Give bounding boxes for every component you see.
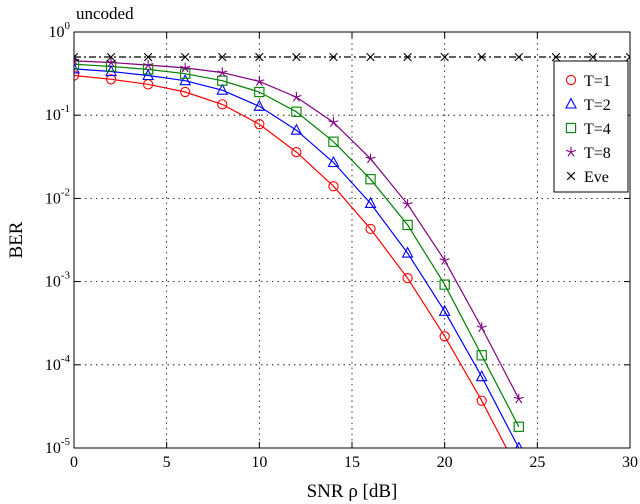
legend-marker-t-4	[565, 122, 577, 134]
data-point-eve	[403, 52, 412, 62]
data-point-t-2	[74, 62, 80, 74]
data-point-eve	[366, 52, 375, 62]
data-point-t-8	[254, 76, 265, 86]
series-line-t-1	[74, 74, 508, 448]
series-line-t-2	[74, 68, 520, 448]
data-point-t-1	[291, 146, 302, 158]
data-point-t-1	[254, 119, 265, 130]
grid	[74, 32, 630, 448]
data-point-t-4	[439, 279, 450, 290]
data-point-eve	[551, 52, 561, 62]
y-axis-title: BER	[6, 221, 27, 258]
data-point-eve	[292, 52, 301, 62]
data-point-t-4	[328, 136, 339, 147]
data-point-t-8	[476, 322, 487, 333]
data-point-t-1	[476, 395, 487, 406]
legend-label-eve: Eve	[584, 169, 609, 186]
data-point-t-4	[291, 106, 302, 117]
data-point-t-8	[513, 393, 524, 404]
data-point-t-8	[217, 67, 228, 78]
x-tick-label: 0	[70, 454, 78, 471]
data-point-t-2	[253, 99, 266, 111]
data-point-t-2	[142, 68, 155, 81]
data-point-t-1	[402, 273, 413, 284]
data-point-t-4	[365, 174, 376, 185]
data-point-t-1	[180, 86, 191, 98]
tick-labels: 0 5 10 15 20 25 30 100 10-1 10-2 10-3 10-4 10-5	[45, 20, 638, 471]
data-point-eve	[440, 52, 449, 62]
data-point-t-2	[364, 196, 377, 208]
x-tick-label: 25	[529, 454, 545, 471]
markers	[74, 52, 630, 476]
data-point-t-4	[402, 219, 413, 231]
ticks	[73, 31, 631, 449]
data-point-eve	[143, 52, 153, 62]
data-point-t-8	[143, 59, 154, 70]
data-point-t-1	[365, 223, 376, 235]
y-tick-label: 10-3	[45, 270, 71, 291]
y-tick-label: 10-4	[45, 353, 71, 374]
data-point-t-2	[290, 123, 303, 135]
x-tick-label: 15	[344, 454, 360, 471]
data-point-t-8	[105, 57, 117, 68]
legend-marker-t-2	[565, 97, 577, 109]
data-point-eve	[625, 52, 630, 62]
data-point-t-4	[217, 75, 228, 86]
data-point-eve	[74, 52, 79, 62]
data-point-t-8	[365, 153, 376, 164]
x-tick-label: 5	[163, 454, 171, 471]
data-point-t-8	[439, 255, 450, 265]
y-tick-label: 10-2	[45, 186, 70, 207]
data-point-t-2	[216, 83, 229, 95]
data-point-t-2	[401, 246, 414, 258]
data-point-t-1	[514, 467, 523, 476]
data-point-t-4	[254, 86, 265, 98]
data-point-t-1	[439, 331, 450, 342]
x-tick-label: 30	[622, 454, 638, 471]
legend-label-t-8: T=8	[584, 145, 611, 162]
series-line-t-4	[74, 63, 520, 428]
data-point-t-2	[327, 155, 340, 168]
data-point-t-1	[217, 99, 228, 110]
data-point-t-2	[179, 73, 192, 86]
data-point-eve	[514, 52, 523, 62]
y-tick-label: 10-1	[45, 103, 70, 124]
data-point-t-2	[475, 369, 488, 382]
data-point-t-2	[515, 441, 523, 448]
data-point-eve	[218, 52, 227, 62]
x-axis-title: SNR ρ [dB]	[307, 481, 398, 502]
legend-marker-t-1	[565, 74, 577, 86]
data-point-t-8	[402, 199, 413, 209]
x-tick-label: 10	[251, 454, 267, 471]
data-point-t-1	[328, 181, 339, 192]
data-point-eve	[329, 52, 338, 62]
data-point-t-4	[513, 421, 524, 432]
data-point-t-8	[291, 91, 302, 102]
legend-label-t-2: T=2	[584, 97, 611, 114]
data-point-eve	[255, 52, 264, 62]
legend-marker-eve	[566, 171, 576, 181]
data-point-eve	[588, 52, 598, 62]
data-point-t-1	[105, 74, 117, 85]
legend: T=1 T=2 T=4 T=8 Eve	[553, 60, 629, 193]
data-point-t-2	[438, 304, 451, 316]
x-tick-label: 20	[437, 454, 453, 471]
plot-frame	[73, 31, 631, 449]
data-point-eve	[477, 52, 486, 62]
data-point-eve	[181, 52, 190, 62]
data-point-t-4	[180, 68, 191, 79]
data-point-t-8	[328, 117, 339, 127]
legend-label-t-1: T=1	[584, 73, 611, 90]
data-point-t-8	[180, 62, 191, 73]
legend-label-t-4: T=4	[584, 121, 611, 138]
y-tick-label: 10-5	[45, 436, 71, 457]
data-point-t-4	[476, 350, 487, 361]
chart-title: uncoded	[76, 4, 134, 23]
data-point-eve	[106, 52, 116, 62]
y-tick-label: 100	[49, 20, 71, 41]
legend-marker-t-8	[565, 146, 577, 157]
